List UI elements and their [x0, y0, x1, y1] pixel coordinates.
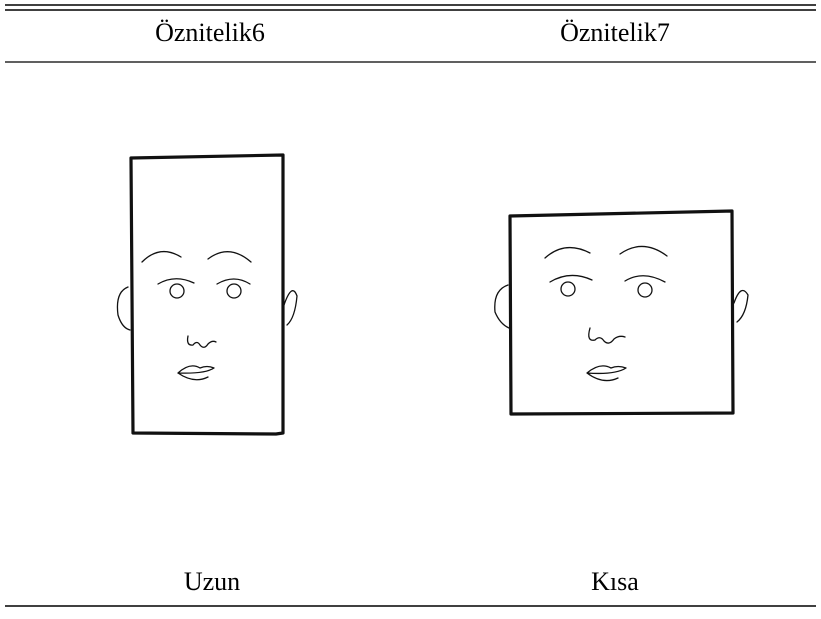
- body-cell: Uzun: [184, 567, 240, 596]
- header-cell: Öznitelik7: [560, 18, 670, 47]
- short-face-drawing: [494, 209, 749, 416]
- body-cell: Kısa: [591, 567, 639, 596]
- long-face-drawing: [116, 153, 298, 436]
- header-cell: Öznitelik6: [155, 18, 265, 47]
